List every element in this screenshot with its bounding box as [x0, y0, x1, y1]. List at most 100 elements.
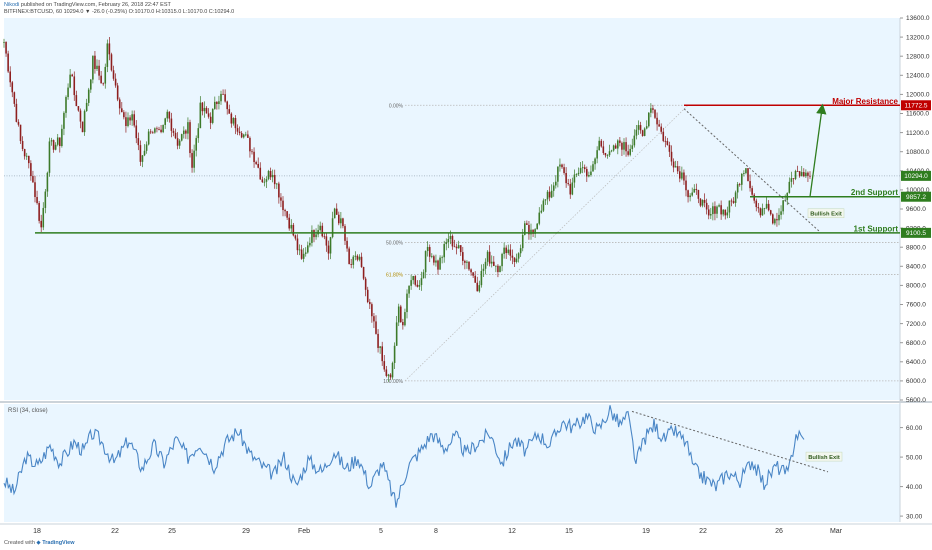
candle-body	[232, 117, 235, 124]
footer-brand[interactable]: TradingView	[42, 540, 75, 546]
price-axis-label: 7200.0	[906, 321, 926, 328]
bullish-exit-label: Bullish Exit	[810, 212, 842, 218]
price-pane	[4, 18, 900, 400]
candle-body	[234, 117, 237, 129]
candle-body	[69, 74, 71, 88]
candle-body	[431, 256, 433, 258]
second-support-label: 2nd Support	[851, 188, 898, 197]
candle-body	[369, 302, 371, 305]
author-name[interactable]: Nikodi	[4, 2, 20, 8]
candle-body	[162, 124, 164, 133]
candle-body	[548, 191, 551, 198]
candle-body	[52, 140, 55, 150]
candle-body	[311, 230, 313, 243]
candle-body	[772, 214, 774, 224]
candle-body	[30, 163, 32, 177]
candle-body	[61, 128, 63, 147]
candle-body	[459, 245, 462, 253]
candle-body	[245, 134, 247, 136]
candle-body	[738, 184, 741, 185]
candle-body	[586, 169, 588, 177]
candle-body	[356, 255, 359, 260]
candle-body	[650, 108, 652, 113]
candle-body	[15, 103, 18, 122]
price-axis-label: 9600.0	[906, 206, 926, 213]
candle-body	[329, 237, 332, 254]
major-resistance-label: Major Resistance	[832, 97, 898, 106]
tradingview-icon: ◆	[36, 540, 41, 546]
candle-body	[449, 235, 452, 239]
time-axis-label: 26	[775, 528, 783, 535]
candle-body	[555, 181, 557, 186]
candle-body	[707, 209, 710, 216]
candle-body	[375, 321, 377, 334]
candle-body	[524, 223, 526, 235]
candle-body	[354, 255, 357, 257]
candle-body	[220, 93, 222, 102]
candle-body	[654, 109, 656, 118]
candle-body	[592, 164, 594, 172]
candle-body	[517, 253, 520, 259]
candle-body	[110, 54, 113, 71]
candle-body	[327, 245, 330, 254]
candle-body	[54, 144, 57, 150]
candle-body	[294, 235, 297, 239]
candle-body	[732, 201, 735, 203]
candle-body	[288, 217, 290, 229]
candle-body	[106, 43, 109, 67]
candle-body	[211, 108, 214, 123]
price-axis-label: 12800.0	[906, 53, 930, 60]
candle-body	[85, 102, 88, 112]
candle-body	[645, 126, 648, 129]
candle-body	[73, 76, 76, 96]
candle-body	[455, 246, 458, 249]
candle-body	[710, 214, 712, 216]
candle-body	[362, 266, 365, 279]
candle-body	[118, 99, 121, 109]
candle-body	[389, 374, 392, 378]
candle-body	[131, 114, 133, 121]
candle-body	[255, 162, 257, 164]
candle-body	[441, 257, 443, 259]
bullish-exit-box	[807, 208, 845, 219]
candle-body	[443, 244, 445, 258]
candle-body	[265, 179, 268, 182]
candle-body	[470, 269, 472, 273]
candle-body	[278, 183, 280, 198]
candle-body	[358, 256, 361, 260]
candle-body	[397, 306, 400, 323]
candle-body	[486, 251, 489, 262]
candle-body	[102, 83, 104, 85]
rsi-axis-label: 40.00	[906, 484, 923, 491]
candle-body	[800, 172, 803, 177]
candle-body	[565, 172, 567, 184]
candle-body	[505, 247, 507, 254]
rsi-axis-label: 60.00	[906, 425, 923, 432]
candle-body	[439, 257, 441, 270]
candle-body	[457, 245, 460, 249]
candle-body	[251, 151, 253, 153]
candle-body	[641, 130, 644, 136]
candle-body	[536, 223, 538, 230]
candle-body	[581, 167, 584, 169]
candle-body	[778, 214, 780, 221]
candle-body	[207, 113, 210, 117]
candle-body	[393, 345, 396, 363]
candle-body	[472, 272, 474, 276]
candle-body	[269, 171, 272, 178]
candle-body	[5, 41, 7, 54]
candle-body	[422, 272, 425, 279]
candle-body	[364, 278, 367, 290]
candle-body	[480, 270, 483, 286]
candle-body	[648, 112, 650, 127]
candle-body	[284, 210, 286, 212]
candle-body	[400, 306, 402, 323]
candle-body	[426, 247, 429, 252]
candle-body	[519, 248, 522, 254]
candle-body	[321, 225, 324, 237]
candle-body	[625, 142, 627, 152]
candle-body	[635, 129, 638, 136]
candle-body	[759, 208, 762, 216]
candle-body	[538, 212, 541, 224]
